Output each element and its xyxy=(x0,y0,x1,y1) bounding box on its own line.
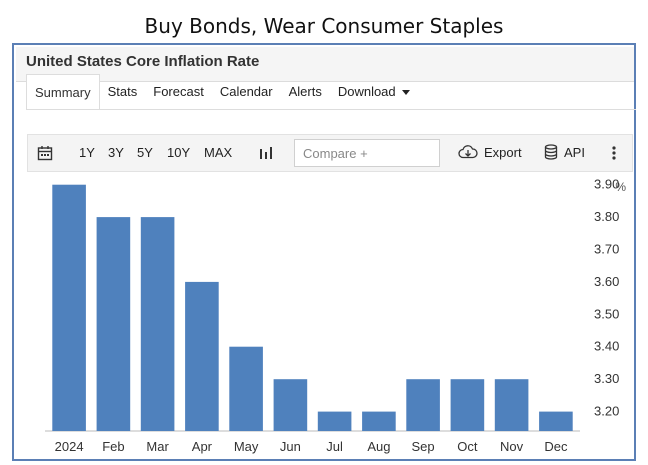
tab-alerts[interactable]: Alerts xyxy=(288,84,322,99)
bar-nov[interactable] xyxy=(494,379,529,431)
x-tick-label: Sep xyxy=(412,439,435,454)
x-tick-label: 2024 xyxy=(55,439,84,454)
tab-download-label: Download xyxy=(337,84,396,99)
bar-oct[interactable] xyxy=(450,379,485,431)
x-tick-label: Jul xyxy=(326,439,343,454)
bar-jun[interactable] xyxy=(273,379,308,431)
y-tick-label: 3.80 xyxy=(594,209,619,224)
y-tick-label: 3.30 xyxy=(594,371,619,386)
export-label: Export xyxy=(484,145,522,160)
bar-feb[interactable] xyxy=(96,217,131,431)
compare-input[interactable] xyxy=(294,139,440,167)
page-title: United States Core Inflation Rate xyxy=(26,53,260,70)
bar-group xyxy=(52,184,573,431)
x-tick-label: Jun xyxy=(280,439,301,454)
tab-summary[interactable]: Summary xyxy=(26,74,100,110)
y-tick-label: 3.20 xyxy=(594,404,619,419)
tab-bar: Summary Stats Forecast Calendar Alerts D… xyxy=(26,74,418,110)
bar-dec[interactable] xyxy=(539,411,573,431)
y-tick-label: 3.50 xyxy=(594,306,619,321)
x-tick-label: Oct xyxy=(457,439,478,454)
range-5y-button[interactable]: 5Y xyxy=(137,145,153,160)
bar-chart-icon[interactable] xyxy=(259,135,273,171)
x-tick-label: Nov xyxy=(500,439,524,454)
range-max-button[interactable]: MAX xyxy=(204,145,233,160)
bar-jul[interactable] xyxy=(317,411,352,431)
range-1y-button[interactable]: 1Y xyxy=(79,145,95,160)
y-tick-label: 3.40 xyxy=(594,339,619,354)
tab-forecast[interactable]: Forecast xyxy=(153,84,204,99)
x-tick-label: Apr xyxy=(192,439,213,454)
range-3y-button[interactable]: 3Y xyxy=(108,145,124,160)
x-tick-label: May xyxy=(234,439,259,454)
x-tick-label: Mar xyxy=(146,439,169,454)
tab-stats[interactable]: Stats xyxy=(107,84,138,99)
range-10y-button[interactable]: 10Y xyxy=(167,145,191,160)
chart-frame: United States Core Inflation Rate Summar… xyxy=(12,43,636,461)
tab-calendar[interactable]: Calendar xyxy=(219,84,273,99)
slide-title: Buy Bonds, Wear Consumer Staples xyxy=(144,14,504,38)
y-axis-labels: 3.90 3.80 3.70 3.60 3.50 3.40 3.30 3.20 xyxy=(594,177,619,419)
bar-mar[interactable] xyxy=(140,217,175,431)
y-tick-label: 3.70 xyxy=(594,242,619,257)
y-tick-label: 3.90 xyxy=(594,177,619,192)
x-tick-label: Dec xyxy=(544,439,568,454)
unit-label: % xyxy=(615,180,626,194)
api-button[interactable]: API xyxy=(544,135,585,171)
api-label: API xyxy=(564,145,585,160)
calendar-icon[interactable] xyxy=(37,135,53,171)
bar-chart: % 2024 Feb Mar Apr May Jun Jul Aug Sep Oct Nov Dec … xyxy=(45,177,626,454)
x-tick-label: Feb xyxy=(102,439,124,454)
database-icon xyxy=(544,144,558,160)
bar-may[interactable] xyxy=(229,346,263,431)
x-tick-label: Aug xyxy=(367,439,390,454)
tab-download[interactable]: Download xyxy=(330,74,418,110)
x-axis-labels: 2024 Feb Mar Apr May Jun Jul Aug Sep Oct Nov Dec xyxy=(55,439,568,454)
tab-divider xyxy=(26,109,636,110)
caret-down-icon xyxy=(401,90,410,96)
bar-apr[interactable] xyxy=(185,281,219,431)
vertical-dots-icon[interactable] xyxy=(612,135,616,171)
chart-toolbar: 1Y 3Y 5Y 10Y MAX Export API xyxy=(27,134,633,172)
bar-sep[interactable] xyxy=(406,379,440,431)
y-tick-label: 3.60 xyxy=(594,274,619,289)
cloud-download-icon xyxy=(458,145,478,159)
bar-2024[interactable] xyxy=(52,184,86,431)
panel-header: United States Core Inflation Rate xyxy=(16,47,634,82)
export-button[interactable]: Export xyxy=(458,135,522,171)
bar-aug[interactable] xyxy=(362,411,396,431)
